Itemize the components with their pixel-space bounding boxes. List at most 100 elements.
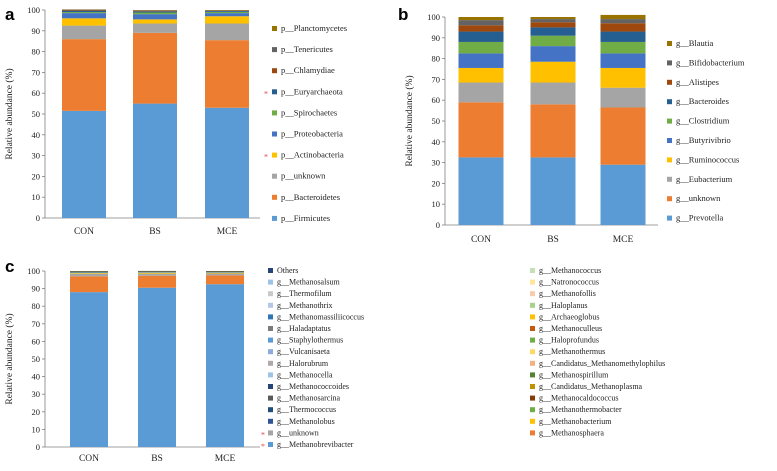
panel-letter: c: [5, 257, 14, 276]
bar-segment: [531, 104, 576, 157]
bar-segment: [459, 17, 504, 20]
y-tick-label: 50: [432, 116, 441, 126]
bar-segment: [138, 276, 176, 288]
y-axis-label: Relative abundance (%): [4, 313, 15, 404]
legend-swatch: [530, 303, 535, 308]
legend-label: g__Staphylothermus: [277, 336, 343, 345]
legend-swatch: [268, 384, 273, 389]
y-tick-label: 30: [432, 158, 441, 168]
panel-letter: b: [398, 5, 408, 24]
legend-swatch: [530, 407, 535, 412]
legend-swatch: [530, 419, 535, 424]
legend-swatch: [530, 338, 535, 343]
bar-segment: [62, 11, 106, 12]
legend-label: g__Haloplanus: [539, 301, 587, 310]
y-tick-label: 60: [32, 336, 41, 346]
legend-swatch: [667, 119, 672, 124]
bar-segment: [70, 276, 108, 292]
legend-label: g__Methanothermobacter: [539, 405, 622, 414]
legend-swatch: [268, 303, 273, 308]
y-tick-label: 0: [36, 213, 40, 223]
bar-segment: [531, 19, 576, 22]
y-tick-label: 60: [432, 95, 441, 105]
legend-label: g__unknown: [676, 193, 721, 203]
bar-segment: [206, 272, 244, 273]
bar-segment: [205, 11, 249, 12]
legend-label: Others: [277, 266, 298, 275]
bar-segment: [133, 11, 177, 12]
legend-swatch: [272, 174, 277, 179]
legend-swatch: [667, 99, 672, 104]
legend-swatch: [272, 68, 277, 73]
legend-swatch: [530, 291, 535, 296]
bar-segment: [133, 104, 177, 218]
bar-segment: [62, 13, 106, 18]
legend-label: g__Bacteroides: [676, 96, 729, 106]
legend-label: g__Blautia: [676, 38, 714, 48]
legend-label: g__Methanosalsum: [277, 278, 340, 287]
bar-segment: [601, 23, 646, 31]
x-category-label: MCE: [215, 454, 236, 464]
bar-segment: [459, 42, 504, 53]
legend-swatch: [268, 442, 273, 447]
legend-swatch: [268, 280, 273, 285]
x-category-label: MCE: [613, 235, 634, 245]
bar-segment: [206, 273, 244, 275]
legend-label: g__Thermococcus: [277, 405, 336, 414]
legend-label: g__Bifidobacterium: [676, 57, 745, 67]
bar-segment: [531, 46, 576, 62]
legend-swatch: [268, 407, 273, 412]
y-tick-label: 80: [32, 47, 41, 57]
bar-segment: [601, 53, 646, 68]
bar-segment: [531, 36, 576, 46]
legend-label: g__Methanolobus: [277, 417, 335, 426]
bar-segment: [601, 88, 646, 108]
legend-swatch: [272, 110, 277, 115]
legend-swatch: [530, 268, 535, 273]
bar-segment: [138, 288, 176, 447]
bar-segment: [70, 292, 108, 447]
bar-segment: [206, 275, 244, 284]
bar-segment: [459, 32, 504, 42]
significance-star: *: [261, 430, 265, 439]
x-category-label: CON: [74, 227, 94, 237]
legend-label: p__Spirochaetes: [281, 107, 337, 117]
bar-segment: [206, 284, 244, 447]
bar-segment: [70, 273, 108, 274]
legend-swatch: [272, 195, 277, 200]
y-tick-label: 70: [32, 67, 41, 77]
bar-segment: [205, 24, 249, 41]
bar-segment: [531, 22, 576, 27]
legend-swatch: [530, 372, 535, 377]
legend-swatch: [667, 177, 672, 182]
legend-label: p__Actinobacteria: [281, 150, 344, 160]
legend-swatch: [667, 196, 672, 201]
legend-label: g__Thermofilum: [277, 289, 332, 298]
y-tick-label: 100: [427, 12, 440, 22]
legend-swatch: [667, 80, 672, 85]
legend-label: p__Bacteroidetes: [281, 192, 340, 202]
legend-swatch: [272, 47, 277, 52]
legend-swatch: [268, 291, 273, 296]
bar-segment: [531, 62, 576, 83]
legend-swatch: [667, 157, 672, 162]
y-tick-label: 70: [32, 319, 41, 329]
bar-segment: [459, 25, 504, 31]
legend-label: g__Vulcanisaeta: [277, 347, 330, 356]
legend-swatch: [530, 361, 535, 366]
bar-segment: [205, 16, 249, 23]
legend-swatch: [530, 326, 535, 331]
legend-label: g__Prevotella: [676, 213, 723, 223]
bar-segment: [601, 15, 646, 19]
legend-swatch: [268, 372, 273, 377]
y-tick-label: 0: [436, 220, 440, 230]
bar-segment: [531, 157, 576, 225]
legend-label: p__Firmicutes: [281, 213, 330, 223]
y-tick-label: 80: [432, 54, 441, 64]
legend-label: g__Methanosarcina: [277, 394, 341, 403]
legend-label: g__Candidatus_Methanomethylophilus: [539, 359, 665, 368]
